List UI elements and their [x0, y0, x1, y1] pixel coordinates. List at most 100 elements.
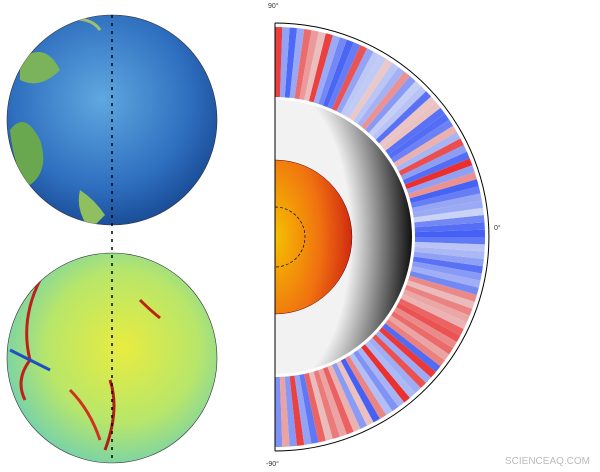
velocity-wedge — [299, 30, 319, 101]
velocity-wedge — [349, 58, 393, 121]
velocity-wedge — [414, 237, 485, 245]
velocity-wedge — [331, 362, 368, 429]
velocity-wedge — [340, 51, 380, 116]
label-top: 90° — [268, 2, 279, 10]
velocity-wedge — [409, 179, 479, 204]
velocity-wedge — [411, 193, 482, 213]
velocity-wedge — [413, 251, 484, 267]
velocity-wedge — [318, 368, 347, 437]
velocity-wedge — [313, 370, 340, 439]
velocity-wedge — [402, 151, 470, 185]
velocity-wedge — [414, 229, 485, 237]
core — [274, 159, 353, 315]
velocity-wedge — [413, 207, 484, 223]
velocity-wedge — [409, 270, 479, 295]
velocity-wedge — [412, 200, 483, 218]
velocity-wedge — [400, 293, 467, 330]
velocity-wedge — [388, 113, 450, 159]
velocity-wedge — [414, 246, 485, 259]
velocity-wedge — [289, 28, 305, 99]
velocity-wedge — [408, 275, 477, 302]
inner-core — [274, 206, 306, 268]
velocity-wedge — [379, 96, 436, 148]
velocity-wedge — [414, 222, 485, 233]
velocity-wedge — [393, 307, 457, 349]
velocity-wedge — [279, 27, 290, 98]
outer-arc — [274, 22, 490, 452]
velocity-wedge — [368, 80, 421, 137]
velocity-wedge — [364, 76, 416, 133]
velocity-wedge — [411, 261, 482, 281]
velocity-wedge — [279, 376, 290, 447]
velocity-wedge — [275, 27, 283, 98]
velocity-wedge — [349, 353, 393, 416]
velocity-wedge — [336, 48, 374, 114]
velocity-wedge — [375, 330, 432, 383]
velocity-wedge — [385, 107, 445, 155]
velocity-wedge — [396, 132, 461, 172]
velocity-wedge — [385, 319, 445, 367]
velocity-wedge — [361, 344, 410, 403]
velocity-wedge — [414, 215, 485, 228]
velocity-wedge — [372, 334, 427, 389]
velocity-wedge — [375, 91, 432, 144]
velocity-wedge — [393, 125, 457, 167]
velocity-wedge — [398, 138, 464, 176]
velocity-wedge — [382, 102, 441, 151]
velocity-wedge — [368, 337, 421, 394]
velocity-wedge — [404, 158, 473, 190]
velocity-wedge — [304, 372, 326, 443]
velocity-wedge — [364, 341, 416, 398]
velocity-wedge — [331, 45, 368, 112]
velocity-wedge — [410, 266, 481, 288]
velocity-wedge — [357, 67, 405, 127]
velocity-wedge — [345, 55, 387, 119]
label-middle: 0° — [494, 224, 501, 232]
velocity-wedge — [304, 31, 326, 102]
velocity-wedge — [353, 62, 399, 124]
velocity-wedge — [327, 364, 361, 432]
velocity-wedge — [345, 355, 387, 419]
velocity-wedge — [388, 315, 450, 361]
cross-section — [274, 22, 490, 452]
velocity-wedge — [284, 376, 297, 447]
velocity-wedge — [318, 37, 347, 106]
velocity-wedge — [372, 85, 427, 140]
velocity-wedge — [406, 280, 475, 309]
velocity-wedge — [361, 71, 410, 130]
velocity-wedge — [391, 119, 454, 163]
velocity-wedge — [284, 27, 297, 98]
label-bottom: -90° — [266, 460, 279, 468]
velocity-wedge — [408, 172, 477, 199]
velocity-wedge — [299, 373, 319, 444]
velocity-wedge — [289, 375, 305, 446]
velocity-wedge — [398, 298, 464, 336]
velocity-wedge — [313, 35, 340, 104]
velocity-wedge — [308, 371, 333, 441]
velocity-wedge — [322, 366, 354, 435]
velocity-wedge — [379, 326, 436, 378]
velocity-wedge — [340, 358, 380, 423]
velocity-wedge — [391, 311, 454, 355]
velocity-wedge — [402, 289, 470, 323]
velocity-wedge — [353, 350, 399, 412]
velocity-wedge — [336, 360, 374, 426]
velocity-wedge — [400, 144, 467, 181]
velocity-wedge — [414, 241, 485, 252]
velocity-wedge — [382, 323, 441, 372]
velocity-wedge — [406, 165, 475, 194]
globe-field — [6, 252, 218, 464]
velocity-wedge — [294, 29, 312, 100]
velocity-wedge — [322, 39, 354, 108]
velocity-wedge — [327, 42, 361, 110]
velocity-wedge — [357, 347, 405, 407]
velocity-wedge — [308, 33, 333, 103]
velocity-wedge — [396, 302, 461, 342]
velocity-wedge — [410, 186, 481, 208]
watermark: SCIENCEAQ.COM — [505, 456, 590, 467]
velocity-wedge — [294, 374, 312, 445]
velocity-wedge — [275, 376, 283, 447]
velocity-wedge — [412, 256, 483, 274]
